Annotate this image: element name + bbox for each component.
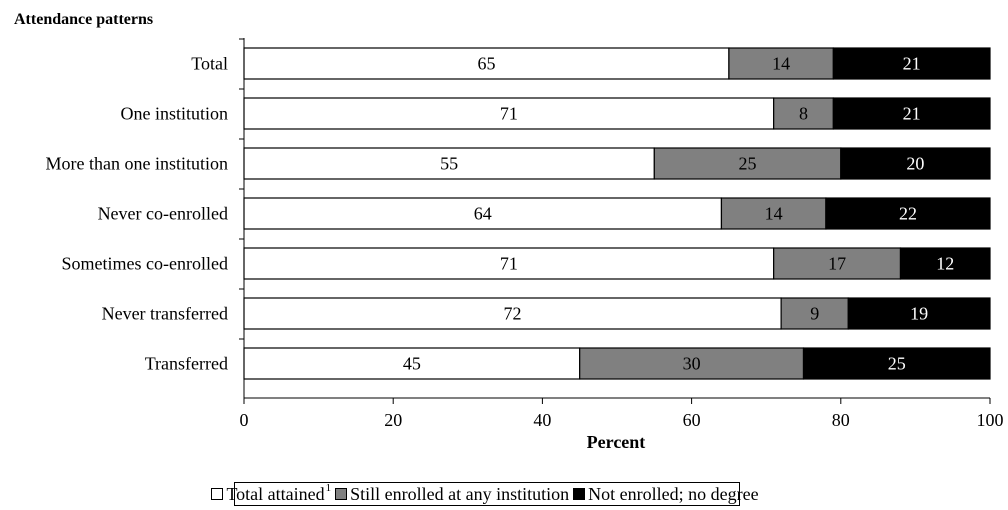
x-tick-label-100: 100 — [977, 410, 1004, 430]
x-tick-label-20: 20 — [384, 410, 402, 430]
legend-label-total-attained: Total attained — [226, 483, 325, 504]
legend-item-not-enrolled: Not enrolled; no degree — [573, 483, 759, 505]
category-label-never-transferred: Never transferred — [102, 304, 228, 324]
data-label-not-enrolled-no-degree-one-institution: 21 — [903, 104, 921, 124]
bar-segment-not-enrolled-no-degree-never-co-enrolled — [825, 197, 991, 230]
legend-swatch-still-enrolled — [335, 488, 348, 500]
data-label-not-enrolled-no-degree-transferred: 25 — [888, 354, 906, 374]
stacked-bar-chart: Attendance patterns 65 14 21 71 8 21 55 25 20 64 1… — [14, 11, 1004, 452]
data-label-total-attained-one-institution: 71 — [500, 104, 518, 124]
data-label-still-enrolled-at-any-institution-total: 14 — [772, 54, 790, 74]
category-label-transferred: Transferred — [145, 354, 228, 374]
bar-segment-still-enrolled-at-any-institution-more-than-one-institution — [653, 147, 842, 180]
bar-segment-total-attained-more-than-one-institution — [243, 147, 655, 180]
data-label-total-attained-more-than-one-institution: 55 — [440, 154, 458, 174]
bar-segment-not-enrolled-no-degree-never-transferred — [847, 297, 991, 330]
data-label-total-attained-total: 65 — [477, 54, 495, 74]
bar-segment-still-enrolled-at-any-institution-one-institution — [773, 97, 834, 130]
bar-segment-not-enrolled-no-degree-one-institution — [832, 97, 991, 130]
x-tick-label-60: 60 — [683, 410, 701, 430]
data-label-not-enrolled-no-degree-never-transferred: 19 — [910, 304, 928, 324]
data-label-not-enrolled-no-degree-never-co-enrolled: 22 — [899, 204, 917, 224]
x-tick-label-80: 80 — [832, 410, 850, 430]
data-label-still-enrolled-at-any-institution-one-institution: 8 — [799, 104, 808, 124]
bar-segment-total-attained-total — [243, 47, 730, 80]
bar-segment-total-attained-never-co-enrolled — [243, 197, 723, 230]
data-label-still-enrolled-at-any-institution-sometimes-co-enrolled: 17 — [828, 254, 846, 274]
data-label-total-attained-sometimes-co-enrolled: 71 — [500, 254, 518, 274]
data-label-total-attained-never-co-enrolled: 64 — [474, 204, 492, 224]
legend-swatch-not-enrolled — [573, 488, 586, 500]
bar-segment-total-attained-transferred — [243, 347, 581, 380]
bar-segment-total-attained-sometimes-co-enrolled — [243, 247, 775, 280]
category-label-never-co-enrolled: Never co-enrolled — [98, 204, 228, 224]
data-label-still-enrolled-at-any-institution-more-than-one-institution: 25 — [739, 154, 757, 174]
legend-item-still-enrolled: Still enrolled at any institution — [335, 484, 569, 505]
bar-segment-still-enrolled-at-any-institution-never-transferred — [780, 297, 849, 330]
legend-item-total-attained: Total attained 1 — [211, 482, 332, 505]
axes-group: Total One institution More than one instit… — [46, 38, 1004, 430]
category-label-total: Total — [191, 54, 228, 74]
data-label-still-enrolled-at-any-institution-never-co-enrolled: 14 — [765, 204, 783, 224]
bar-segment-not-enrolled-no-degree-sometimes-co-enrolled — [899, 247, 991, 280]
category-label-more-than-one-institution: More than one institution — [46, 154, 228, 174]
bar-segment-not-enrolled-no-degree-total — [832, 47, 991, 80]
data-label-not-enrolled-no-degree-sometimes-co-enrolled: 12 — [936, 254, 954, 274]
legend-label-still-enrolled: Still enrolled at any institution — [350, 483, 570, 504]
bar-segment-still-enrolled-at-any-institution-sometimes-co-enrolled — [773, 247, 902, 280]
legend-swatch-total-attained — [211, 488, 224, 500]
x-axis-title: Percent — [587, 432, 646, 452]
legend-label-not-enrolled: Not enrolled; no degree — [588, 483, 759, 504]
data-label-not-enrolled-no-degree-more-than-one-institution: 20 — [906, 154, 924, 174]
data-label-total-attained-transferred: 45 — [403, 354, 421, 374]
legend: Total attained 1 Still enrolled at any in… — [211, 482, 759, 506]
data-label-still-enrolled-at-any-institution-transferred: 30 — [683, 354, 701, 374]
bars-group: 65 14 21 71 8 21 55 25 20 64 14 22 71 17 12 72 9 19 45 30 25 — [243, 47, 991, 380]
bar-segment-still-enrolled-at-any-institution-total — [728, 47, 834, 80]
x-tick-label-40: 40 — [533, 410, 551, 430]
bar-segment-still-enrolled-at-any-institution-transferred — [579, 347, 805, 380]
data-label-still-enrolled-at-any-institution-never-transferred: 9 — [810, 304, 819, 324]
data-label-not-enrolled-no-degree-total: 21 — [903, 54, 921, 74]
x-tick-label-0: 0 — [240, 410, 249, 430]
category-label-sometimes-co-enrolled: Sometimes co-enrolled — [62, 254, 228, 274]
category-label-one-institution: One institution — [121, 104, 229, 124]
bar-segment-not-enrolled-no-degree-more-than-one-institution — [840, 147, 991, 180]
footnote-marker: 1 — [325, 482, 332, 494]
data-label-total-attained-never-transferred: 72 — [504, 304, 522, 324]
bar-segment-not-enrolled-no-degree-transferred — [802, 347, 991, 380]
chart-title: Attendance patterns — [14, 11, 153, 28]
